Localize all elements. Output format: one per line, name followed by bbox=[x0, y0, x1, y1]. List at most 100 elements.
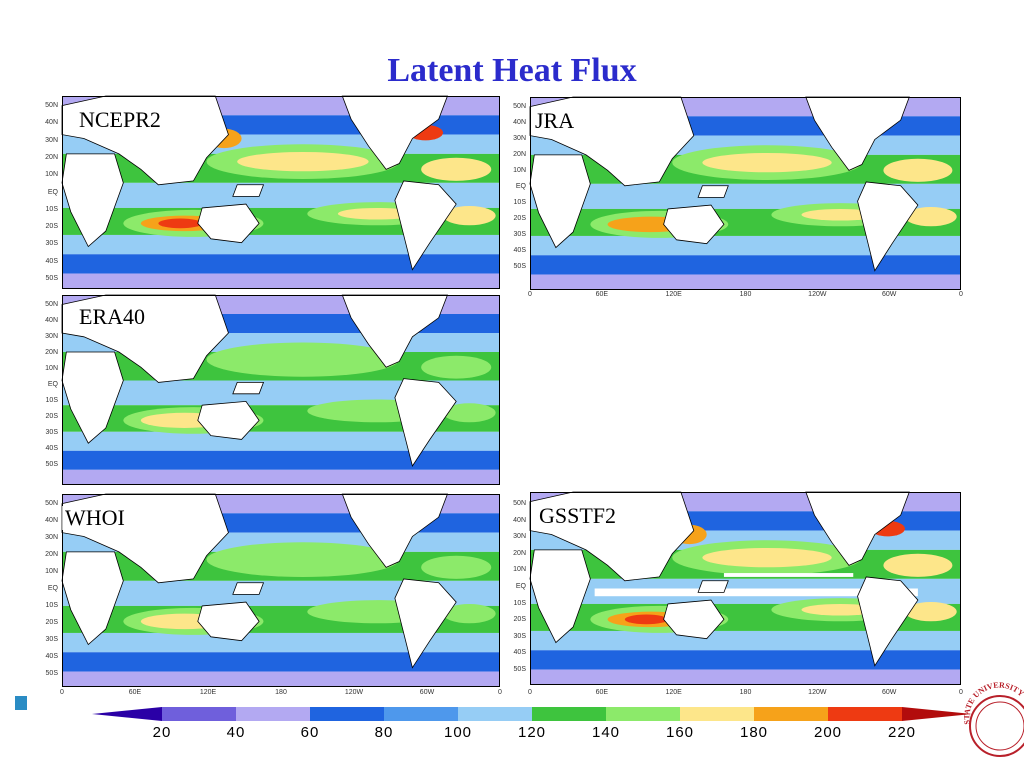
north-america-landmass bbox=[805, 491, 910, 566]
south-america-landmass bbox=[394, 578, 457, 669]
flux-contour bbox=[337, 605, 417, 618]
lat-axis-jra: 50N 40N 30N 20N 10N EQ 10S 20S 30S 40S 50S bbox=[490, 97, 526, 277]
lon-tick-label: 120W bbox=[808, 689, 827, 696]
flux-band bbox=[530, 255, 961, 275]
lat-tick-label: 10S bbox=[45, 205, 58, 213]
australia-landmass bbox=[663, 204, 725, 245]
colorbar-swatch bbox=[310, 707, 384, 721]
lat-tick-label: 20S bbox=[45, 619, 58, 626]
flux-contour bbox=[443, 206, 496, 226]
lat-tick-label: 50S bbox=[45, 461, 58, 468]
lon-tick-label: 180 bbox=[739, 689, 752, 696]
australia-landmass bbox=[197, 601, 260, 642]
lat-tick-label: 20S bbox=[45, 223, 58, 231]
map-frame bbox=[62, 494, 500, 687]
colorbar-legend bbox=[92, 707, 972, 721]
map-panel-jra: JRA bbox=[529, 96, 961, 290]
lat-tick-label: 40S bbox=[513, 649, 526, 657]
lon-tick-label: 0 bbox=[498, 689, 502, 696]
lon-axis-jra: 0 60E 120E 180 120W 60W 0 bbox=[528, 291, 963, 301]
lat-axis-ncepr2: 50N 40N 30N 20N 10N EQ 10S 20S 30S 40S 50S bbox=[20, 96, 58, 289]
lon-tick-label: 0 bbox=[528, 689, 532, 696]
flux-band bbox=[530, 274, 961, 290]
lat-tick-label: 10N bbox=[513, 566, 526, 574]
lon-tick-label: 60E bbox=[595, 291, 609, 298]
lon-tick-label: 120E bbox=[199, 689, 217, 696]
colorbar-swatch bbox=[828, 707, 902, 721]
lat-tick-label: EQ bbox=[515, 583, 526, 590]
lon-tick-label: 60E bbox=[595, 689, 609, 696]
lat-tick-label: 30S bbox=[45, 636, 58, 643]
lat-tick-label: 50S bbox=[45, 670, 58, 677]
flux-contour bbox=[904, 602, 957, 622]
colorbar-swatch bbox=[458, 707, 532, 721]
flux-map-whoi bbox=[61, 493, 500, 687]
flux-band bbox=[62, 234, 500, 255]
panel-label-gsstf2: GSSTF2 bbox=[536, 504, 620, 528]
flux-band bbox=[530, 650, 961, 670]
colorbar-tick-label: 80 bbox=[374, 724, 394, 741]
lat-tick-label: 50N bbox=[513, 103, 526, 110]
north-america-landmass bbox=[805, 96, 910, 171]
colorbar-swatch bbox=[162, 707, 236, 721]
colorbar-swatch bbox=[680, 707, 754, 721]
colorbar-ticks: 20 40 60 80 100 120 140 160 180 200 220 bbox=[92, 724, 972, 744]
lat-tick-label: 40S bbox=[45, 445, 58, 452]
lat-tick-label: 10S bbox=[45, 397, 58, 404]
colorbar-swatch bbox=[236, 707, 310, 721]
lat-tick-label: 30N bbox=[513, 135, 526, 142]
panel-label-era40: ERA40 bbox=[76, 305, 148, 329]
maritime-continent bbox=[232, 184, 265, 197]
map-frame bbox=[62, 295, 500, 485]
africa-landmass bbox=[529, 154, 591, 249]
colorbar-tick-label: 140 bbox=[591, 724, 621, 741]
flux-contour bbox=[237, 151, 369, 172]
institution-logo-fragment bbox=[15, 696, 79, 710]
north-america-landmass bbox=[341, 294, 449, 368]
map-frame bbox=[530, 97, 961, 290]
south-america-landmass bbox=[857, 576, 919, 667]
lon-tick-label: 60E bbox=[128, 689, 142, 696]
lat-tick-label: 30N bbox=[45, 136, 58, 144]
lat-tick-label: 40S bbox=[513, 247, 526, 254]
lat-tick-label: 10S bbox=[513, 599, 526, 607]
map-panel-era40: ERA40 bbox=[61, 294, 500, 485]
lon-tick-label: 180 bbox=[739, 291, 752, 298]
africa-landmass bbox=[61, 351, 124, 444]
africa-landmass bbox=[61, 153, 124, 248]
flux-contour bbox=[421, 355, 492, 379]
lon-tick-label: 120E bbox=[665, 291, 682, 298]
lat-tick-label: 40N bbox=[45, 119, 58, 127]
flux-contour bbox=[801, 208, 880, 221]
maritime-continent bbox=[697, 185, 729, 198]
lat-tick-label: 10S bbox=[45, 602, 58, 609]
missing-data-band bbox=[594, 588, 918, 597]
lat-tick-label: 20N bbox=[45, 349, 58, 356]
flux-band bbox=[62, 273, 500, 289]
lon-tick-label: 0 bbox=[60, 689, 64, 696]
panel-label-whoi: WHOI bbox=[62, 506, 128, 530]
lon-tick-label: 120E bbox=[665, 689, 682, 696]
flux-contour bbox=[702, 152, 832, 173]
lat-tick-label: 50N bbox=[45, 301, 58, 308]
university-seal-logo: STATE UNIVERSITY bbox=[962, 681, 1024, 757]
flux-band bbox=[530, 669, 961, 685]
flux-band bbox=[62, 652, 500, 672]
flux-map-gsstf2 bbox=[529, 491, 961, 685]
lat-tick-label: 50N bbox=[45, 500, 58, 507]
flux-contour bbox=[237, 549, 369, 570]
flux-contour bbox=[337, 405, 417, 417]
lon-tick-label: 180 bbox=[275, 689, 287, 696]
flux-contour bbox=[237, 350, 369, 370]
lat-tick-label: 10N bbox=[45, 568, 58, 575]
lon-tick-label: 0 bbox=[959, 291, 963, 298]
map-panel-ncepr2: NCEPR2 bbox=[61, 95, 500, 289]
flux-contour bbox=[443, 403, 496, 423]
flux-contour bbox=[702, 547, 832, 568]
flux-contour bbox=[443, 604, 496, 624]
lon-tick-label: 0 bbox=[959, 689, 963, 696]
map-panel-gsstf2: GSSTF2 bbox=[529, 491, 961, 685]
lon-axis-whoi: 0 60E 120E 180 120W 60W 0 bbox=[60, 689, 502, 699]
lat-tick-label: 20S bbox=[513, 215, 526, 222]
lat-axis-era40: 50N 40N 30N 20N 10N EQ 10S 20S 30S 40S 50S bbox=[20, 295, 58, 475]
